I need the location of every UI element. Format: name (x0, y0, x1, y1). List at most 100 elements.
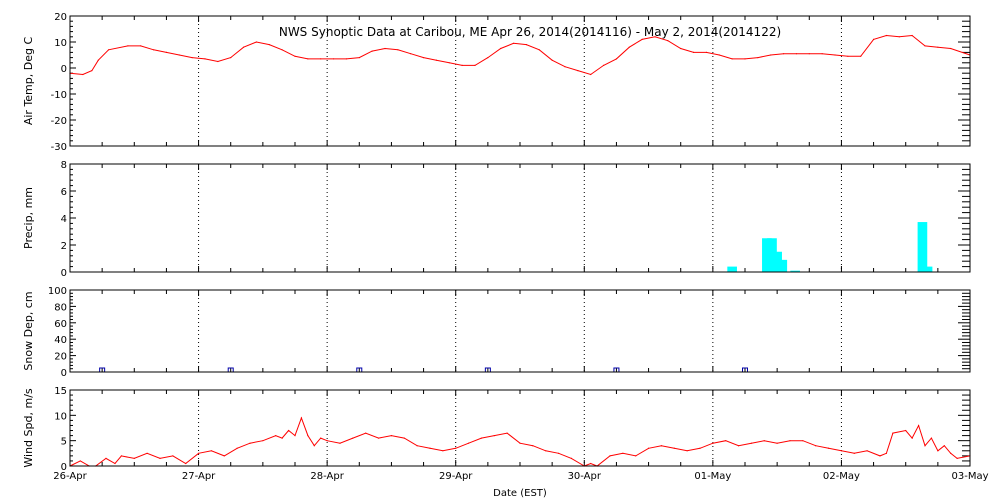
wind_speed-data-point (911, 437, 913, 439)
air_temp-data-point (242, 46, 245, 48)
air_temp-data-point (320, 58, 322, 60)
air_temp-data-point (898, 36, 900, 38)
wind_speed-data-point (950, 452, 952, 454)
wind_speed-data-point (320, 437, 322, 439)
x-tick-label: 28-Apr (310, 471, 344, 482)
air_temp-data-point (615, 58, 618, 60)
wind_speed-data-point (287, 429, 290, 432)
precip-panel-frame (69, 163, 971, 273)
wind_speed-data-point (815, 445, 817, 447)
wind_speed-data-point (493, 435, 495, 437)
wind_speed-data-point (763, 440, 765, 442)
air_temp-panel-frame (69, 15, 971, 147)
snow_depth-y-axis-label: Snow Dep, cm (22, 291, 35, 370)
wind_speed-data-point (590, 462, 592, 465)
air_temp-data-point (538, 49, 540, 51)
air_temp-data-point (107, 49, 110, 51)
air_temp-data-point (757, 57, 759, 59)
wind_speed-data-point (275, 435, 277, 437)
x-axis-label: Date (EST) (493, 488, 547, 499)
air_temp-data-point (358, 57, 360, 59)
wind_speed-data-point (956, 457, 958, 459)
air_temp-y-tick-label: 0 (61, 64, 67, 75)
wind_speed-data-point (570, 457, 573, 459)
wind_speed-data-point (930, 437, 933, 439)
wind_speed-data-point (673, 447, 675, 449)
air_temp-data-point (127, 45, 129, 47)
air_temp-data-point (487, 57, 489, 59)
air_temp-data-point (770, 54, 772, 56)
precip-y-axis-label: Precip, mm (22, 187, 35, 249)
wind_speed-data-point (866, 450, 868, 452)
wind_speed-data-point (339, 442, 341, 444)
wind_speed-data-point (390, 435, 393, 437)
wind_speed-data-point (557, 452, 560, 454)
x-tick-label: 29-Apr (439, 471, 473, 482)
air_temp-data-point (782, 53, 785, 55)
precip-bar (762, 238, 772, 272)
wind_speed-data-point (519, 442, 521, 444)
wind_speed-data-point (480, 437, 483, 439)
air_temp-data-point (397, 49, 399, 51)
air_temp-y-tick-label: -30 (51, 142, 67, 153)
air_temp-data-point (165, 51, 168, 54)
wind_speed-data-point (917, 424, 920, 427)
wind_speed-data-point (737, 445, 740, 447)
wind_speed-y-tick-label: 5 (61, 437, 67, 448)
wind_speed-data-point (281, 437, 283, 439)
air_temp-data-point (82, 73, 84, 76)
air_temp-data-point (680, 47, 682, 50)
wind_speed-y-tick-label: 15 (54, 386, 67, 397)
wind_speed-data-point (365, 432, 367, 434)
wind_speed-data-point (210, 450, 213, 452)
precip-bar (777, 259, 788, 272)
wind_speed-data-point (879, 455, 881, 457)
air_temp-data-point (924, 45, 926, 47)
wind_speed-data-point (262, 440, 264, 442)
wind_speed-data-point (416, 445, 418, 447)
wind_speed-data-point (442, 450, 444, 452)
air_temp-data-point (795, 53, 798, 55)
precip-bar (917, 222, 928, 272)
precip-bar (922, 266, 933, 272)
wind_speed-data-point (429, 447, 431, 449)
wind_speed-data-point (197, 452, 200, 454)
air_temp-data-point (500, 47, 502, 50)
wind_speed-data-point (79, 460, 81, 462)
wind_speed-data-point (307, 435, 309, 437)
air_temp-y-tick-label: -20 (51, 116, 67, 127)
snow_depth-y-tick-label: 100 (48, 286, 67, 297)
precip-y-tick-label: 6 (61, 187, 67, 198)
wind_speed-data-point (120, 455, 123, 457)
wind_speed-data-point (403, 437, 405, 439)
wind_speed-data-point (943, 445, 945, 447)
air_temp-data-point (255, 41, 258, 43)
wind_speed-data-point (789, 440, 791, 442)
wind_speed-data-point (114, 462, 116, 465)
air_temp-data-point (384, 47, 386, 50)
wind_speed-series-line (69, 416, 971, 467)
wind_speed-data-point (905, 429, 907, 432)
air_temp-data-point (641, 38, 643, 41)
snow_depth-y-tick-label: 0 (61, 368, 67, 379)
wind_speed-data-point (853, 452, 855, 454)
air_temp-data-point (461, 64, 463, 66)
snow_depth-y-tick-label: 80 (54, 302, 67, 313)
precip-y-tick-label: 8 (61, 160, 67, 171)
snow_depth-y-tick-label: 20 (54, 352, 67, 363)
wind_speed-data-point (467, 442, 470, 444)
air_temp-data-point (937, 46, 939, 48)
air_temp-data-point (590, 73, 592, 76)
wind_speed-data-point (159, 457, 161, 459)
wind_speed-data-point (699, 447, 701, 449)
air_temp-data-point (474, 64, 476, 66)
wind_speed-data-point (776, 442, 778, 444)
precip-bar (790, 270, 800, 272)
air_temp-data-point (551, 59, 553, 61)
wind_speed-data-point (545, 450, 547, 452)
wind_speed-data-point (249, 442, 251, 444)
air_temp-data-point (191, 57, 193, 59)
wind_speed-data-point (223, 455, 225, 457)
air_temp-data-point (628, 46, 630, 48)
